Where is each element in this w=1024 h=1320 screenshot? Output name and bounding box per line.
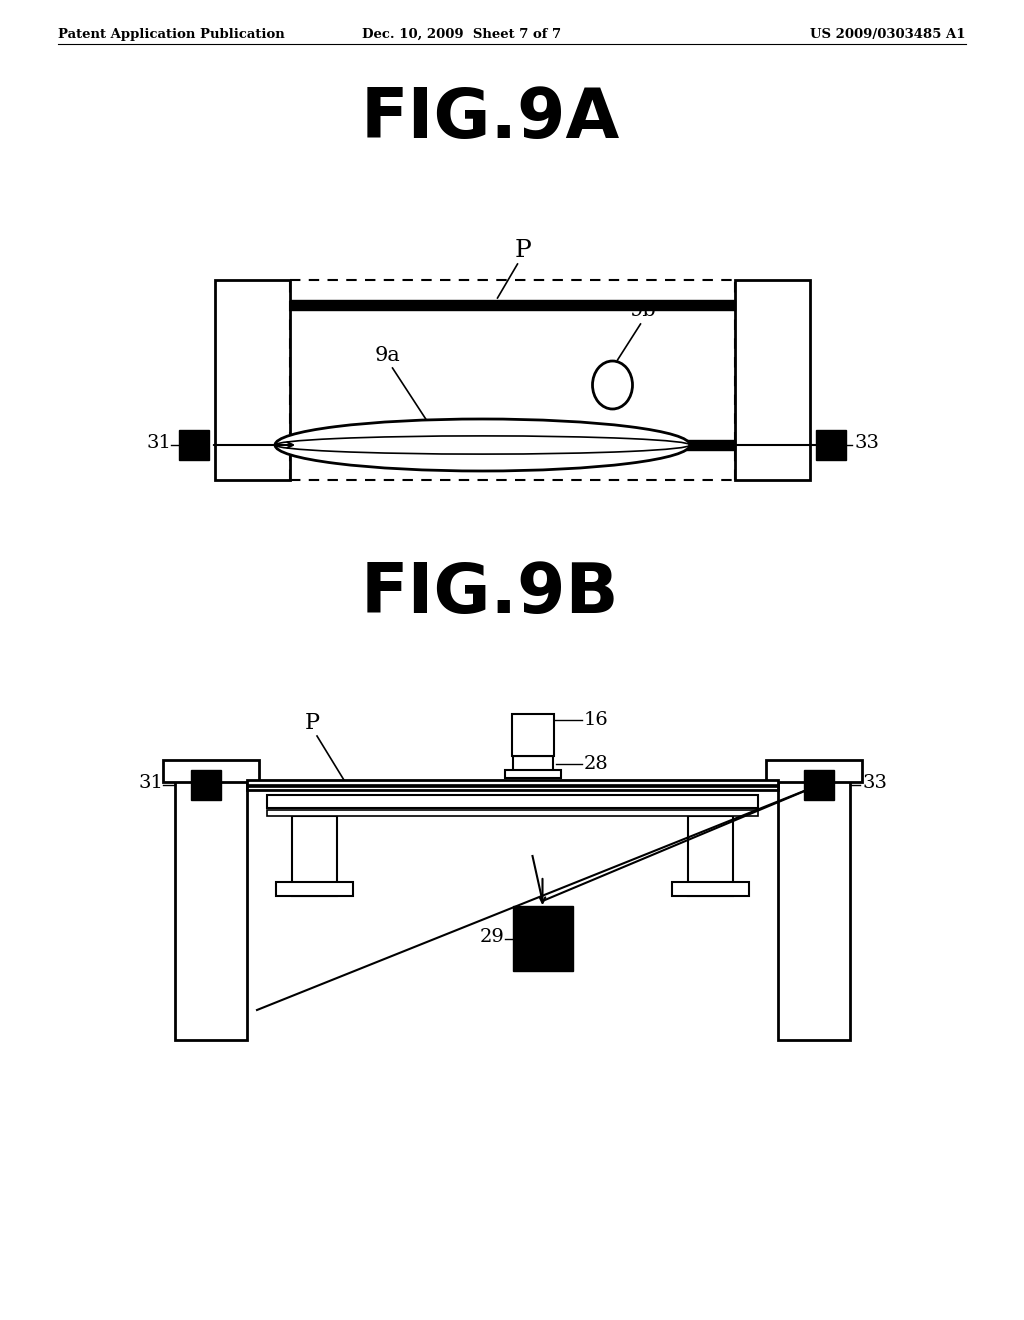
Bar: [292, 816, 337, 896]
Bar: [276, 882, 353, 896]
Bar: [179, 430, 209, 459]
Bar: [688, 816, 733, 896]
Text: P: P: [514, 239, 530, 261]
Text: 29: 29: [479, 928, 505, 945]
Bar: [290, 300, 735, 310]
Text: 33: 33: [862, 774, 887, 792]
Bar: [672, 882, 749, 896]
Bar: [247, 784, 778, 787]
Bar: [175, 780, 247, 1040]
Bar: [215, 280, 290, 480]
Text: 31: 31: [146, 434, 171, 451]
Text: 31: 31: [138, 774, 163, 792]
Text: US 2009/0303485 A1: US 2009/0303485 A1: [811, 28, 966, 41]
Bar: [512, 756, 553, 777]
Bar: [191, 770, 221, 800]
Bar: [778, 780, 850, 1040]
Text: Patent Application Publication: Patent Application Publication: [58, 28, 285, 41]
Bar: [163, 760, 259, 781]
Text: FIG.9A: FIG.9A: [360, 84, 620, 152]
Bar: [804, 770, 834, 800]
Text: 16: 16: [584, 711, 608, 729]
Bar: [512, 714, 554, 756]
Bar: [290, 440, 735, 450]
Bar: [766, 760, 862, 781]
Bar: [267, 810, 758, 816]
Bar: [247, 780, 778, 789]
Bar: [267, 795, 758, 808]
Bar: [505, 770, 560, 777]
Text: 28: 28: [584, 755, 608, 774]
Bar: [735, 280, 810, 480]
Text: P: P: [304, 711, 319, 734]
Bar: [512, 906, 572, 972]
Text: 33: 33: [854, 434, 879, 451]
Bar: [816, 430, 846, 459]
Text: Dec. 10, 2009  Sheet 7 of 7: Dec. 10, 2009 Sheet 7 of 7: [362, 28, 561, 41]
Text: 9b: 9b: [629, 301, 655, 319]
Text: FIG.9B: FIG.9B: [360, 560, 620, 627]
Ellipse shape: [275, 418, 690, 471]
Text: 9a: 9a: [375, 346, 400, 366]
